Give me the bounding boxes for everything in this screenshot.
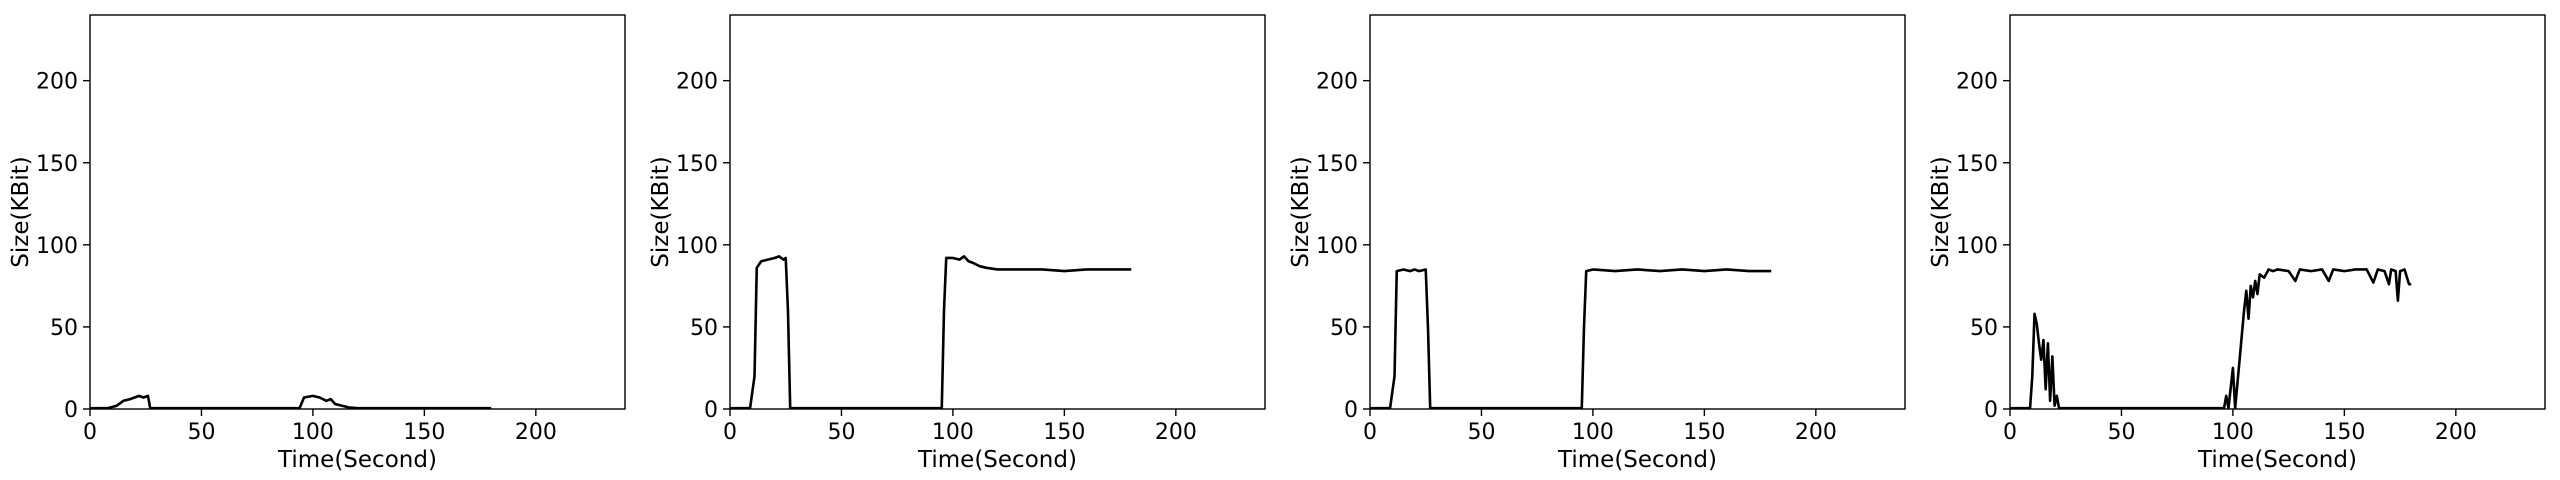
y-tick-label: 100 [36,234,78,259]
series-line [2010,268,2412,410]
x-tick-label: 50 [1467,420,1495,445]
plot-frame [89,14,626,410]
x-tick-label: 200 [1795,420,1837,445]
x-tick-label: 0 [1363,420,1377,445]
x-tick-label: 150 [403,420,445,445]
y-axis-label: Size(KBit) [1288,156,1314,267]
y-tick-label: 200 [676,70,718,95]
y-tick-label: 50 [690,316,718,341]
plot-frame [2009,14,2546,410]
y-tick-label: 100 [1316,234,1358,259]
y-axis-label: Size(KBit) [1928,156,1954,267]
x-tick-label: 50 [187,420,215,445]
x-axis-label: Time(Second) [2197,447,2357,473]
chart-panel-1: 0 50 100 150 200 0 50 100 150 200 Time(Second) Size… [8,14,626,473]
plot-frame [1369,14,1906,410]
x-tick-label: 200 [515,420,557,445]
x-tick-label: 150 [1043,420,1085,445]
x-tick-label: 0 [723,420,737,445]
x-tick-label: 50 [827,420,855,445]
x-tick-label: 200 [2435,420,2477,445]
y-tick-label: 100 [1956,234,1998,259]
y-tick-label: 150 [676,152,718,177]
x-tick-label: 100 [932,420,974,445]
y-axis-label: Size(KBit) [648,156,674,267]
x-tick-label: 100 [1572,420,1614,445]
y-tick-label: 50 [50,316,78,341]
series-line [90,394,492,410]
x-axis-label: Time(Second) [1557,447,1717,473]
y-tick-label: 150 [1956,152,1998,177]
x-tick-label: 0 [2003,420,2017,445]
y-tick-label: 0 [64,398,78,423]
y-tick-label: 0 [1984,398,1998,423]
x-tick-label: 150 [2323,420,2365,445]
chart-panel-2: 0 50 100 150 200 0 50 100 150 200 Time(Second) Size… [648,14,1266,473]
x-tick-label: 100 [2212,420,2254,445]
y-tick-label: 50 [1330,316,1358,341]
chart-panel-3: 0 50 100 150 200 0 50 100 150 200 Time(Second) Size… [1288,14,1906,473]
y-tick-label: 150 [1316,152,1358,177]
y-tick-label: 0 [704,398,718,423]
series-line [1370,268,1772,410]
y-tick-label: 200 [1956,70,1998,95]
y-tick-label: 150 [36,152,78,177]
y-tick-label: 200 [1316,70,1358,95]
x-axis-label: Time(Second) [277,447,437,473]
x-tick-label: 100 [292,420,334,445]
x-tick-label: 0 [83,420,97,445]
plot-frame [729,14,1266,410]
x-tick-label: 50 [2107,420,2135,445]
x-tick-label: 150 [1683,420,1725,445]
x-tick-label: 200 [1155,420,1197,445]
chart-panel-4: 0 50 100 150 200 0 50 100 150 200 Time(Second) Size… [1928,14,2546,473]
series-line [730,255,1132,410]
y-tick-label: 0 [1344,398,1358,423]
y-tick-label: 200 [36,70,78,95]
y-axis-label: Size(KBit) [8,156,34,267]
y-tick-label: 50 [1970,316,1998,341]
y-tick-label: 100 [676,234,718,259]
x-axis-label: Time(Second) [917,447,1077,473]
